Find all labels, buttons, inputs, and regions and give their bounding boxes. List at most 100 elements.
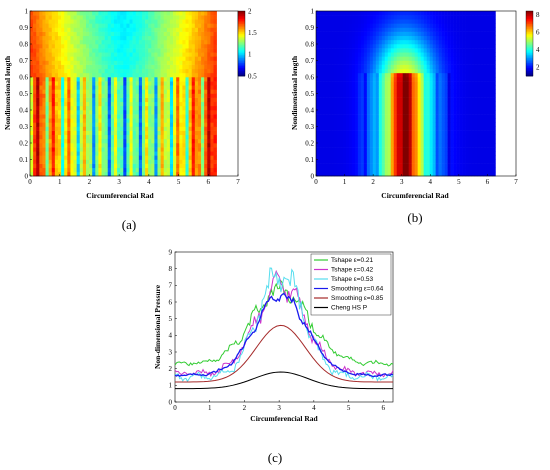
heatmap-cell <box>414 151 418 156</box>
heatmap-cell <box>486 85 490 90</box>
heatmap-cell <box>459 19 463 24</box>
heatmap-cell <box>113 68 118 74</box>
heatmap-cell <box>85 52 90 57</box>
heatmap-cell <box>135 48 140 53</box>
heatmap-cell <box>432 134 436 140</box>
heatmap-cell <box>120 171 124 177</box>
heatmap-cell <box>154 101 158 107</box>
heatmap-cell <box>402 23 407 28</box>
heatmap-cell <box>57 147 62 152</box>
heatmap-cell <box>207 81 211 86</box>
heatmap-cell <box>185 155 189 160</box>
heatmap-cell <box>438 105 442 111</box>
heatmap-cell <box>483 11 487 16</box>
heatmap-cell <box>318 89 323 94</box>
heatmap-cell <box>70 105 74 111</box>
heatmap-cell <box>204 110 208 115</box>
heatmap-cell <box>369 147 374 152</box>
heatmap-cell <box>330 147 335 152</box>
heatmap-cell <box>378 81 383 86</box>
heatmap-cell <box>148 110 152 115</box>
heatmap-cell <box>375 114 380 119</box>
heatmap-cell <box>79 167 84 173</box>
heatmap-cell <box>157 147 161 152</box>
heatmap-cell <box>447 122 451 127</box>
heatmap-cell <box>432 39 436 45</box>
heatmap-cell <box>188 31 193 37</box>
heatmap-cell <box>447 155 451 160</box>
heatmap-cell <box>197 159 202 164</box>
heatmap-cell <box>57 56 62 61</box>
heatmap-cell <box>408 97 412 103</box>
heatmap-cell <box>471 171 475 177</box>
heatmap-cell <box>333 81 338 86</box>
heatmap-cell <box>95 39 99 45</box>
heatmap-cell <box>468 31 472 37</box>
heatmap-cell <box>145 52 149 57</box>
heatmap-cell <box>141 56 146 61</box>
heatmap-cell <box>51 23 56 28</box>
heatmap-cell <box>318 151 323 156</box>
heatmap-cell <box>194 48 199 53</box>
heatmap-cell <box>85 159 90 164</box>
heatmap-cell <box>95 23 99 28</box>
heatmap-cell <box>360 15 365 20</box>
heatmap-cell <box>384 155 389 160</box>
heatmap-cell <box>117 68 121 74</box>
heatmap-cell <box>441 19 445 24</box>
heatmap-cell <box>492 110 496 115</box>
heatmap-cell <box>441 56 445 61</box>
heatmap-cell <box>166 85 171 90</box>
heatmap-cell <box>480 147 484 152</box>
heatmap-cell <box>360 114 365 119</box>
heatmap-cell <box>327 77 332 82</box>
heatmap-cell <box>151 97 155 103</box>
heatmap-cell <box>375 39 380 45</box>
heatmap-cell <box>98 60 102 65</box>
heatmap-cell <box>348 171 353 177</box>
heatmap-cell <box>107 64 112 70</box>
heatmap-cell <box>390 11 395 16</box>
heatmap-cell <box>95 60 99 65</box>
heatmap-cell <box>132 151 137 156</box>
heatmap-cell <box>417 81 421 86</box>
heatmap-cell <box>67 56 71 61</box>
heatmap-cell <box>64 81 68 86</box>
heatmap-cell <box>357 64 362 70</box>
heatmap-cell <box>375 77 380 82</box>
heatmap-cell <box>123 85 127 90</box>
heatmap-cell <box>372 15 377 20</box>
colorbar-swatch <box>526 59 533 62</box>
heatmap-cell <box>360 93 365 98</box>
heatmap-cell <box>420 56 424 61</box>
heatmap-cell <box>381 118 386 123</box>
heatmap-cell <box>185 85 189 90</box>
heatmap-cell <box>384 11 389 16</box>
heatmap-cell <box>375 31 380 37</box>
heatmap-cell <box>369 110 374 115</box>
heatmap-cell <box>57 110 62 115</box>
heatmap-cell <box>408 167 412 173</box>
heatmap-cell <box>201 122 205 127</box>
heatmap-cell <box>474 155 478 160</box>
heatmap-cell <box>210 93 214 98</box>
heatmap-cell <box>483 138 487 144</box>
heatmap-cell <box>486 101 490 107</box>
heatmap-cell <box>357 134 362 140</box>
heatmap-cell <box>465 77 469 82</box>
heatmap-cell <box>336 89 341 94</box>
heatmap-cell <box>182 60 186 65</box>
heatmap-cell <box>435 126 439 131</box>
heatmap-cell <box>45 52 49 57</box>
heatmap-cell <box>450 31 454 37</box>
heatmap-cell <box>85 118 90 123</box>
heatmap-cell <box>462 77 466 82</box>
heatmap-cell <box>351 81 356 86</box>
heatmap-cell <box>45 134 49 140</box>
heatmap-cell <box>381 126 386 131</box>
heatmap-cell <box>110 19 115 24</box>
heatmap-cell <box>85 31 90 37</box>
heatmap-cell <box>201 48 205 53</box>
heatmap-cell <box>54 167 59 173</box>
heatmap-cell <box>339 122 344 127</box>
